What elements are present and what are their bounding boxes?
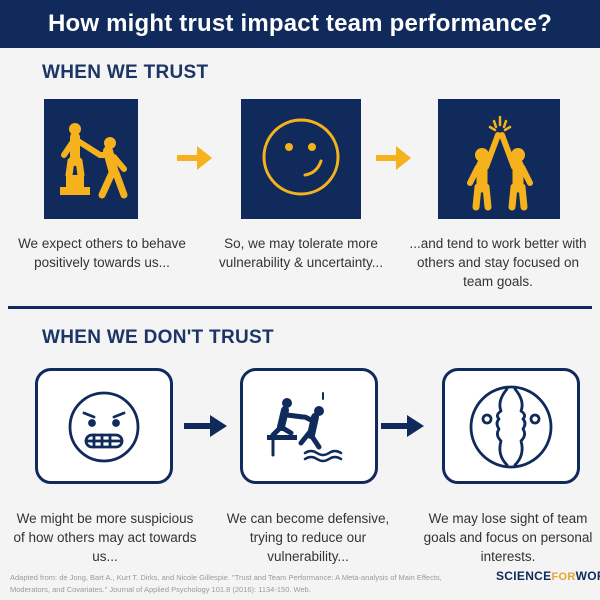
section-heading-no-trust: WHEN WE DON'T TRUST: [42, 327, 274, 348]
arrow-right-icon: [177, 146, 212, 170]
no-trust-step-2-caption: We can become defensive, trying to reduc…: [226, 511, 390, 564]
smiley-face-icon: [241, 99, 361, 219]
logo: SCIENCEFORWORK: [496, 569, 600, 587]
page-title: How might trust impact team performance?: [0, 0, 600, 48]
faces-turned-away-icon: [442, 368, 580, 484]
no-trust-step-3-caption: We may lose sight of team goals and focu…: [423, 511, 593, 564]
no-trust-step-1-caption: We might be more suspicious of how other…: [13, 511, 197, 564]
section-heading-trust: WHEN WE TRUST: [42, 62, 209, 83]
trust-step-1-caption: We expect others to behave positively to…: [18, 236, 186, 270]
arrow-right-icon: [381, 415, 424, 437]
logo-text-science: SCIENCE: [496, 569, 552, 583]
helping-hand-icon: [44, 99, 138, 219]
logo-text-for: FOR: [551, 571, 576, 583]
anxious-face-icon: [35, 368, 173, 484]
high-five-icon: [438, 99, 560, 219]
trust-step-2-caption: So, we may tolerate more vulnerability &…: [218, 236, 384, 270]
logo-text-work: WORK: [575, 569, 600, 583]
trust-step-3-caption: ...and tend to work better with others a…: [409, 236, 587, 289]
arrow-right-icon: [184, 415, 227, 437]
citation: Adapted from: de Jong, Bart A., Kurt T. …: [10, 573, 442, 594]
arrow-right-icon: [376, 146, 411, 170]
push-off-ledge-icon: [240, 368, 378, 484]
section-divider: [8, 306, 592, 309]
